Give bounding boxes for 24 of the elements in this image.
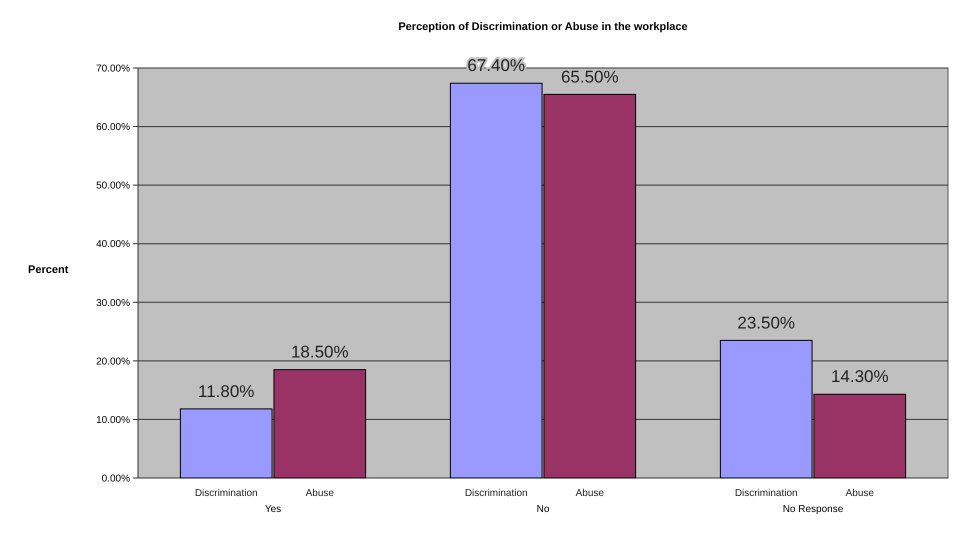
data-label: 18.50% — [290, 342, 349, 362]
chart-title: Perception of Discrimination or Abuse in the workplace — [398, 21, 688, 33]
y-tick-label: 40.00% — [96, 239, 130, 250]
y-tick-label: 10.00% — [96, 414, 130, 426]
x-tick-label: No — [536, 504, 550, 515]
text: Discrimination — [734, 488, 798, 499]
y-tick-label: 20.00% — [96, 356, 130, 368]
x-tick-label: No Response — [782, 504, 844, 515]
y-tick-label: 30.00% — [96, 298, 130, 309]
data-label: 14.30% — [830, 367, 889, 386]
y-tick-label: 0.00% — [102, 474, 130, 484]
series-label: Abuse — [306, 488, 334, 499]
text: Discrimination — [464, 488, 528, 499]
text: Abuse — [846, 488, 874, 499]
data-label: 11.80% — [198, 382, 254, 401]
y-tick-label: 60.00% — [96, 122, 130, 134]
y-axis-title: Percent — [28, 264, 69, 276]
data-label: 23.50% — [737, 313, 796, 332]
data-label: 65.50% — [560, 67, 619, 86]
series-label: Discrimination — [194, 488, 258, 499]
y-tick-label: 70.00% — [96, 64, 130, 74]
text: Abuse — [576, 488, 604, 499]
y-tick-label: 50.00% — [96, 180, 130, 192]
x-tick-label: Yes — [264, 504, 282, 515]
